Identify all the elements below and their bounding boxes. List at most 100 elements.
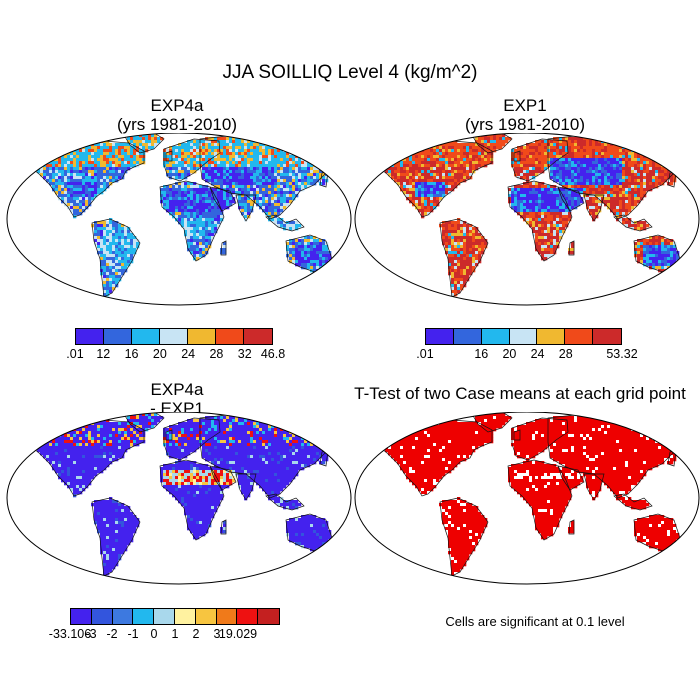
panel-exp4a-title-line2: (yrs 1981-2010)	[116, 115, 237, 134]
coastline-greenland	[123, 412, 165, 433]
colorbar-exp1-label-2: 20	[502, 347, 517, 361]
coastline-greenland	[471, 133, 513, 154]
panel-ttest-title: T-Test of two Case means at each grid po…	[354, 384, 686, 403]
colorbar-exp4a-swatch-2	[132, 329, 160, 344]
coastline-namerica	[15, 417, 145, 497]
coastline-nz	[681, 272, 689, 286]
colorbar-diff-label-8: 19.029	[218, 627, 258, 641]
colorbar-diff-label-3: -1	[127, 627, 139, 641]
globe-border	[6, 412, 352, 585]
colorbar-diff-swatch-6	[195, 609, 217, 624]
coastline-uk	[165, 150, 173, 162]
panel-diff-title-line1: EXP4a	[150, 380, 204, 399]
colorbar-exp1-label-4: 28	[558, 347, 573, 361]
coastline-seasia	[613, 493, 653, 511]
significance-note: Cells are significant at 0.1 level	[445, 614, 625, 629]
colorbar-diff-swatch-0	[71, 609, 92, 624]
coastline-europe	[511, 138, 569, 182]
colorbar-diff-swatch-4	[154, 609, 175, 624]
globe-border	[354, 133, 700, 306]
map-diff	[6, 412, 352, 585]
coastline-madagascar	[220, 240, 227, 256]
coastline-india	[583, 194, 605, 222]
colorbar-exp4a-label-4: 24	[181, 347, 196, 361]
colorbar-exp1-swatch-2	[481, 329, 510, 344]
coastline-europe	[163, 138, 221, 182]
coastline-samerica	[91, 497, 141, 577]
colorbar-diff	[70, 608, 280, 625]
globe-border	[6, 133, 352, 306]
coastline-arabia	[557, 465, 585, 491]
colorbar-diff-label-5: 1	[171, 627, 179, 641]
coastline-greenland	[123, 133, 165, 154]
colorbar-diff-swatch-1	[91, 609, 113, 624]
colorbar-exp4a	[75, 328, 273, 345]
coastline-seasia	[265, 493, 305, 511]
colorbar-exp1-swatch-1	[453, 329, 482, 344]
colorbar-exp4a-labels: .01 12 16 20 24 28 32 46.8	[66, 347, 285, 363]
colorbar-diff-swatch-8	[237, 609, 259, 624]
colorbar-exp1-label-1: 16	[474, 347, 489, 361]
coastline-namerica	[363, 417, 493, 497]
coastline-europe	[163, 417, 221, 461]
colorbar-exp4a-label-6: 32	[237, 347, 252, 361]
colorbar-diff-label-2: -2	[106, 627, 118, 641]
colorbar-diff-label-1: -3	[85, 627, 97, 641]
colorbar-diff-label-7: 3	[213, 627, 221, 641]
colorbar-exp1	[425, 328, 622, 345]
colorbar-diff-label-4: 0	[150, 627, 158, 641]
panel-exp4a-title: EXP4a (yrs 1981-2010)	[4, 96, 350, 134]
panel-exp1-title-line1: EXP1	[503, 96, 547, 115]
coastline-greenland	[471, 412, 513, 433]
coastline-india	[235, 473, 257, 501]
colorbar-exp1-labels: .01 16 20 24 28 53.32	[416, 347, 637, 363]
figure-title: JJA SOILLIQ Level 4 (kg/m^2)	[222, 62, 478, 83]
coastline-arabia	[209, 186, 237, 212]
colorbar-diff-label-0: -33.106	[48, 627, 92, 641]
coastline-madagascar	[220, 519, 227, 535]
coastline-nz	[681, 551, 689, 565]
colorbar-exp1-label-0: .01	[416, 347, 434, 361]
colorbar-diff-swatch-5	[174, 609, 196, 624]
panel-exp1-title-line2: (yrs 1981-2010)	[464, 115, 585, 134]
colorbar-exp4a-swatch-5	[216, 329, 244, 344]
colorbar-diff-swatch-2	[112, 609, 134, 624]
colorbar-exp4a-label-1: 12	[96, 347, 111, 361]
colorbar-exp1-swatch-0	[426, 329, 454, 344]
colorbar-exp1-swatch-5	[565, 329, 594, 344]
colorbar-exp4a-label-2: 16	[124, 347, 139, 361]
colorbar-exp4a-swatch-4	[188, 329, 216, 344]
colorbar-exp4a-swatch-1	[104, 329, 132, 344]
coastline-samerica	[91, 218, 141, 298]
colorbar-exp4a-label-3: 20	[152, 347, 167, 361]
coastline-samerica	[439, 497, 489, 577]
colorbar-exp1-swatch-4	[537, 329, 566, 344]
colorbar-exp4a-swatch-3	[160, 329, 188, 344]
colorbar-diff-labels: -33.106 -3 -2 -1 0 1 2 3 19.029	[49, 627, 280, 643]
coastline-arabia	[557, 186, 585, 212]
coastline-uk	[165, 429, 173, 441]
globe-border	[354, 412, 700, 585]
colorbar-exp1-swatch-3	[509, 329, 538, 344]
colorbar-exp1-label-5: 53.32	[606, 347, 638, 361]
map-ttest	[354, 412, 700, 585]
colorbar-diff-swatch-9	[258, 609, 279, 624]
coastline-namerica	[363, 138, 493, 218]
coastline-uk	[513, 429, 521, 441]
coastline-arabia	[209, 465, 237, 491]
colorbar-exp4a-swatch-0	[76, 329, 104, 344]
map-exp4a	[6, 133, 352, 306]
colorbar-exp4a-label-0: .01	[66, 347, 84, 361]
coastline-europe	[511, 417, 569, 461]
map-exp1	[354, 133, 700, 306]
coastline-madagascar	[568, 240, 575, 256]
colorbar-exp4a-swatch-6	[244, 329, 272, 344]
colorbar-exp1-label-3: 24	[530, 347, 545, 361]
coastline-madagascar	[568, 519, 575, 535]
colorbar-exp4a-label-7: 46.8	[260, 347, 286, 361]
coastline-samerica	[439, 218, 489, 298]
colorbar-diff-swatch-7	[216, 609, 238, 624]
panel-exp1-title: EXP1 (yrs 1981-2010)	[352, 96, 698, 134]
coastline-india	[235, 194, 257, 222]
coastline-nz	[333, 272, 341, 286]
